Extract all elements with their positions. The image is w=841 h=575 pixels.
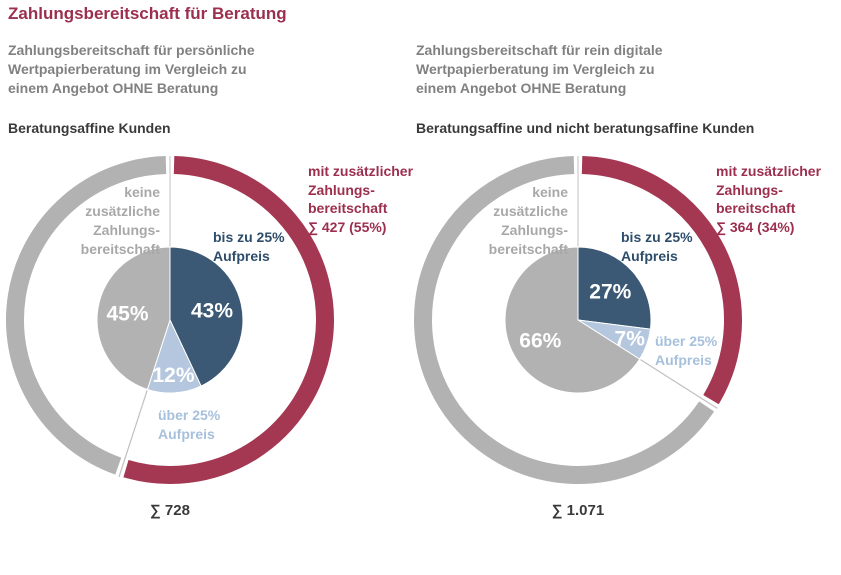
label-with-extra-willingness: mit zusätzlicher Zahlungs- bereitschaft … [308,163,414,235]
label-no-extra-willingness: keine zusätzliche Zahlungs- bereitschaft [80,184,160,257]
label-over-25-surcharge: über 25% Aufpreis [158,407,221,442]
chart-total: ∑ 728 [150,502,190,519]
page-title: Zahlungsbereitschaft für Beratung [8,4,287,23]
pie-slice [504,246,641,394]
pie-slice-pct-label: 12% [152,364,194,387]
chart-subtitle: Zahlungsbereitschaft für persönliche Wer… [8,42,255,96]
label-over-25-surcharge: über 25% Aufpreis [655,333,718,368]
pie-slice [577,246,652,330]
chart-panel-digital-advice: Zahlungsbereitschaft für rein digitale W… [408,0,841,575]
pie-slice-pct-label: 27% [589,281,631,304]
chart-panel-personal-advice: Zahlungsbereitschaft für persönliche Wer… [6,42,414,519]
chart-heading: Beratungsaffine und nicht beratungsaffin… [416,120,755,136]
ring-segment [581,156,742,405]
pie-slice-pct-label: 43% [191,300,233,323]
pie-slice-pct-label: 66% [519,330,561,353]
label-no-extra-willingness: keine zusätzliche Zahlungs- bereitschaft [488,184,568,257]
ring-segment [6,156,167,475]
label-with-extra-willingness: mit zusätzlicher Zahlungs- bereitschaft … [716,163,822,235]
donut-chart: 43% 12% 45% [6,156,334,484]
pie-slice-pct-label: 45% [106,302,148,325]
label-up-to-25-surcharge: bis zu 25% Aufpreis [213,229,285,264]
ring-segment [123,156,334,484]
donut-chart: 27% 7% 66% [414,156,742,484]
chart-subtitle: Zahlungsbereitschaft für rein digitale W… [416,42,663,96]
segment-divider-line [640,359,718,409]
pie-slice [96,246,171,391]
pie-slice [169,246,244,387]
segment-divider-line [118,390,148,478]
chart-total: ∑ 1.071 [551,502,605,519]
ring-segment [414,156,715,484]
chart-heading: Beratungsaffine Kunden [8,120,171,136]
pie-slice-pct-label: 7% [615,328,646,351]
label-up-to-25-surcharge: bis zu 25% Aufpreis [621,229,693,264]
